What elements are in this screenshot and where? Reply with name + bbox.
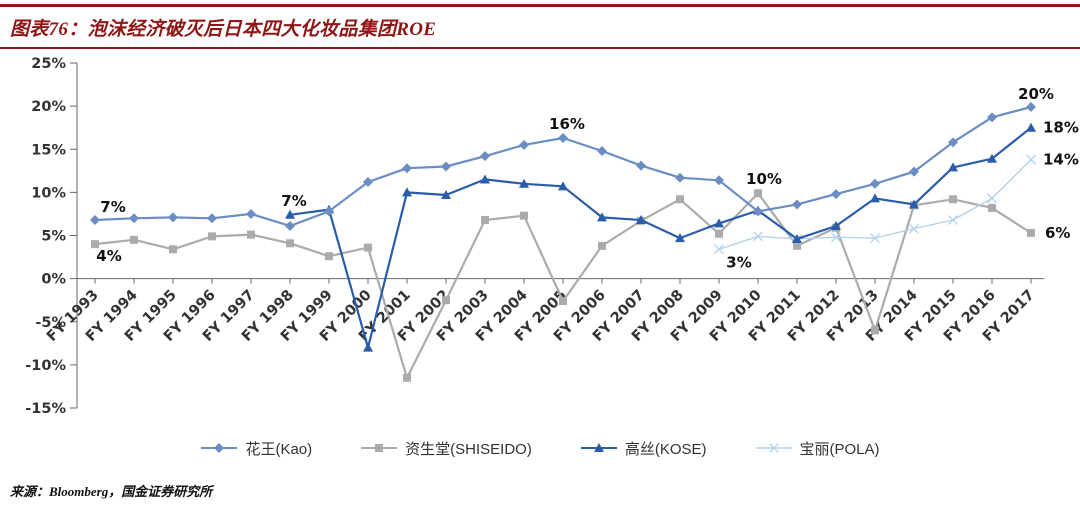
legend-item-triangle: 高丝(KOSE) [580, 438, 707, 459]
x-marker-icon [755, 443, 792, 453]
chart-legend: 花王(Kao) 资生堂(SHISEIDO) 高丝(KOSE) 宝丽(POLA) [0, 431, 1080, 465]
chart-title: 图表76：泡沫经济破灭后日本四大化妆品集团ROE [10, 19, 437, 40]
y-axis-label: 20% [31, 99, 66, 115]
diamond-marker-icon [201, 443, 238, 453]
legend-item-diamond: 花王(Kao) [200, 438, 312, 459]
y-axis-label: -10% [25, 358, 66, 374]
source-note: 来源：Bloomberg，国金证券研究所 [10, 484, 213, 499]
figure-header: 图表76：泡沫经济破灭后日本四大化妆品集团ROE [0, 4, 1080, 49]
data-label: 10% [746, 170, 782, 188]
title-rule-bottom [0, 47, 1080, 49]
data-label: 6% [1045, 224, 1070, 242]
legend-item-square: 资生堂(SHISEIDO) [360, 438, 532, 459]
data-label: 16% [549, 115, 585, 133]
legend-label: 资生堂(SHISEIDO) [405, 440, 532, 458]
series-diamond [90, 101, 1036, 232]
y-axis-label: -5% [35, 315, 66, 331]
y-axis-label: 15% [31, 142, 66, 158]
square-marker-icon [361, 444, 398, 452]
legend-item-x: 宝丽(POLA) [755, 438, 880, 459]
data-label: 4% [96, 247, 121, 265]
y-axis-label: -15% [25, 401, 66, 417]
data-label: 14% [1043, 151, 1079, 169]
y-axis-label: 5% [41, 229, 66, 245]
data-label: 7% [281, 192, 306, 210]
triangle-marker-icon [580, 443, 617, 452]
series-x [714, 154, 1036, 255]
data-label: 3% [726, 253, 751, 271]
legend-label: 花王(Kao) [245, 440, 313, 458]
y-axis-label: 10% [31, 185, 66, 201]
title-rule-top [0, 4, 1080, 7]
y-axis-label: 25% [31, 56, 66, 72]
data-label: 7% [100, 198, 125, 216]
data-label: 20% [1018, 85, 1054, 103]
y-axis-label: 0% [41, 272, 66, 288]
legend-label: 高丝(KOSE) [624, 440, 707, 458]
data-label: 18% [1043, 119, 1079, 137]
legend-label: 宝丽(POLA) [799, 440, 880, 458]
series-square [91, 189, 1035, 382]
data-labels: 7% 4% 7% 16% 10% 3% 20% 18% 14% 6% [96, 85, 1079, 271]
series-triangle [285, 122, 1036, 352]
